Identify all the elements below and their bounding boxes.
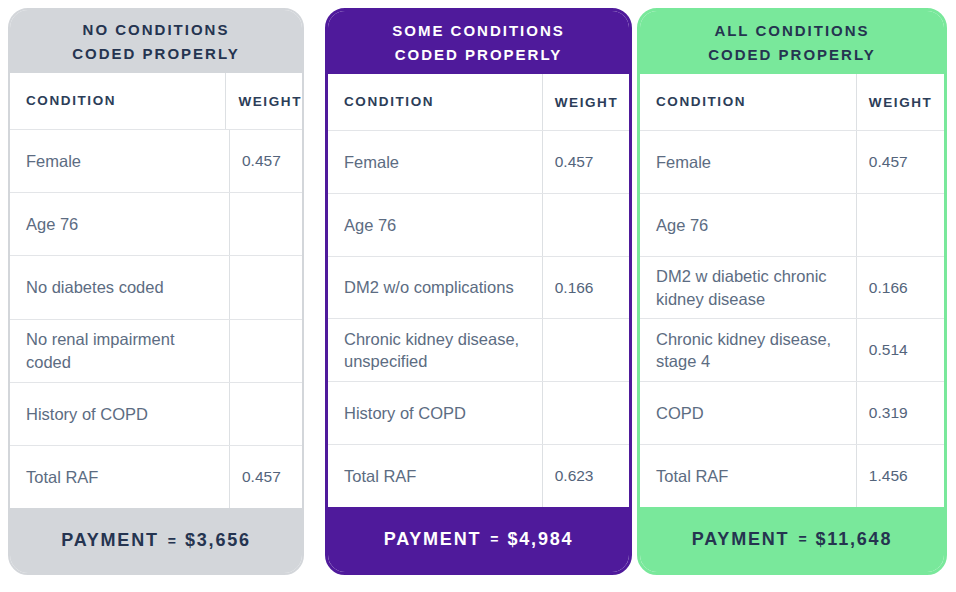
card-title: NO CONDITIONS CODED PROPERLY [10,10,302,73]
table-header-row: CONDITION WEIGHT [640,74,944,130]
table-row: Female 0.457 [10,129,302,192]
condition-cell: Age 76 [10,193,229,255]
condition-cell: History of COPD [328,382,542,444]
column-header-weight: WEIGHT [225,73,302,129]
weight-cell: 0.166 [542,257,629,319]
weight-cell: 0.514 [856,319,944,381]
payment-value: $3,656 [185,530,251,551]
table-row-total: Total RAF 1.456 [640,444,944,507]
table-header-row: CONDITION WEIGHT [10,73,302,129]
condition-cell: No diabetes coded [10,256,229,318]
card-title-line1: NO CONDITIONS [83,18,230,41]
table-row: Age 76 [10,192,302,255]
condition-cell: Age 76 [640,194,856,256]
table-header-row: CONDITION WEIGHT [328,74,629,130]
equals-sign: = [168,533,176,549]
condition-cell: Female [328,131,542,193]
equals-sign: = [798,531,806,547]
table-row: Chronic kidney disease, unspecified [328,318,629,381]
condition-cell: Total RAF [10,446,229,508]
weight-cell [856,194,944,256]
column-header-condition: CONDITION [10,73,225,129]
table-row: Age 76 [328,193,629,256]
payment-label: PAYMENT [692,529,790,550]
card-title-line1: SOME CONDITIONS [392,19,565,42]
weight-cell [542,319,629,381]
table-row: Age 76 [640,193,944,256]
condition-cell: DM2 w diabetic chronic kidney disease [640,257,856,319]
table-row: Chronic kidney disease, stage 4 0.514 [640,318,944,381]
payment-footer: PAYMENT = $11,648 [640,507,944,572]
payment-label: PAYMENT [384,529,482,550]
table-row: Female 0.457 [640,130,944,193]
weight-cell [229,256,302,318]
weight-cell: 0.166 [856,257,944,319]
card-title-line2: CODED PROPERLY [395,43,562,66]
weight-cell: 1.456 [856,445,944,507]
condition-cell: Chronic kidney disease, unspecified [328,319,542,381]
condition-cell: COPD [640,382,856,444]
table-row: COPD 0.319 [640,381,944,444]
condition-cell: DM2 w/o complications [328,257,542,319]
column-header-condition: CONDITION [328,74,542,130]
table-row: History of COPD [10,382,302,445]
weight-cell: 0.457 [856,131,944,193]
weight-cell [229,193,302,255]
payment-label: PAYMENT [61,530,159,551]
condition-cell: Total RAF [640,445,856,507]
table-row: No diabetes coded [10,255,302,318]
table-row: DM2 w/o complications 0.166 [328,256,629,319]
column-header-condition: CONDITION [640,74,856,130]
condition-cell: Age 76 [328,194,542,256]
card-title-line1: ALL CONDITIONS [714,19,869,42]
weight-cell [542,382,629,444]
condition-cell: History of COPD [10,383,229,445]
table-row: History of COPD [328,381,629,444]
table-row-total: Total RAF 0.623 [328,444,629,507]
column-header-weight: WEIGHT [856,74,944,130]
equals-sign: = [490,531,498,547]
table-row-total: Total RAF 0.457 [10,445,302,508]
table-row: No renal impairment coded [10,319,302,382]
card-all-conditions: ALL CONDITIONS CODED PROPERLY CONDITION … [637,8,947,575]
card-some-conditions: SOME CONDITIONS CODED PROPERLY CONDITION… [325,8,632,575]
weight-cell [229,320,302,382]
weight-cell: 0.319 [856,382,944,444]
raf-payment-comparison: NO CONDITIONS CODED PROPERLY CONDITION W… [0,0,956,575]
card-no-conditions: NO CONDITIONS CODED PROPERLY CONDITION W… [8,8,304,575]
card-title: ALL CONDITIONS CODED PROPERLY [640,11,944,74]
weight-cell: 0.457 [229,130,302,192]
condition-cell: Female [640,131,856,193]
card-title-line2: CODED PROPERLY [72,42,239,65]
payment-value: $4,984 [507,529,573,550]
condition-cell: Female [10,130,229,192]
weight-cell: 0.457 [229,446,302,508]
weight-cell [542,194,629,256]
column-header-weight: WEIGHT [542,74,629,130]
weight-cell: 0.457 [542,131,629,193]
card-title-line2: CODED PROPERLY [708,43,875,66]
weight-cell [229,383,302,445]
condition-cell: No renal impairment coded [10,320,229,382]
weight-cell: 0.623 [542,445,629,507]
payment-footer: PAYMENT = $4,984 [328,507,629,572]
condition-cell: Total RAF [328,445,542,507]
payment-value: $11,648 [816,529,893,550]
payment-footer: PAYMENT = $3,656 [10,508,302,573]
table-row: DM2 w diabetic chronic kidney disease 0.… [640,256,944,319]
card-title: SOME CONDITIONS CODED PROPERLY [328,11,629,74]
condition-cell: Chronic kidney disease, stage 4 [640,319,856,381]
table-row: Female 0.457 [328,130,629,193]
